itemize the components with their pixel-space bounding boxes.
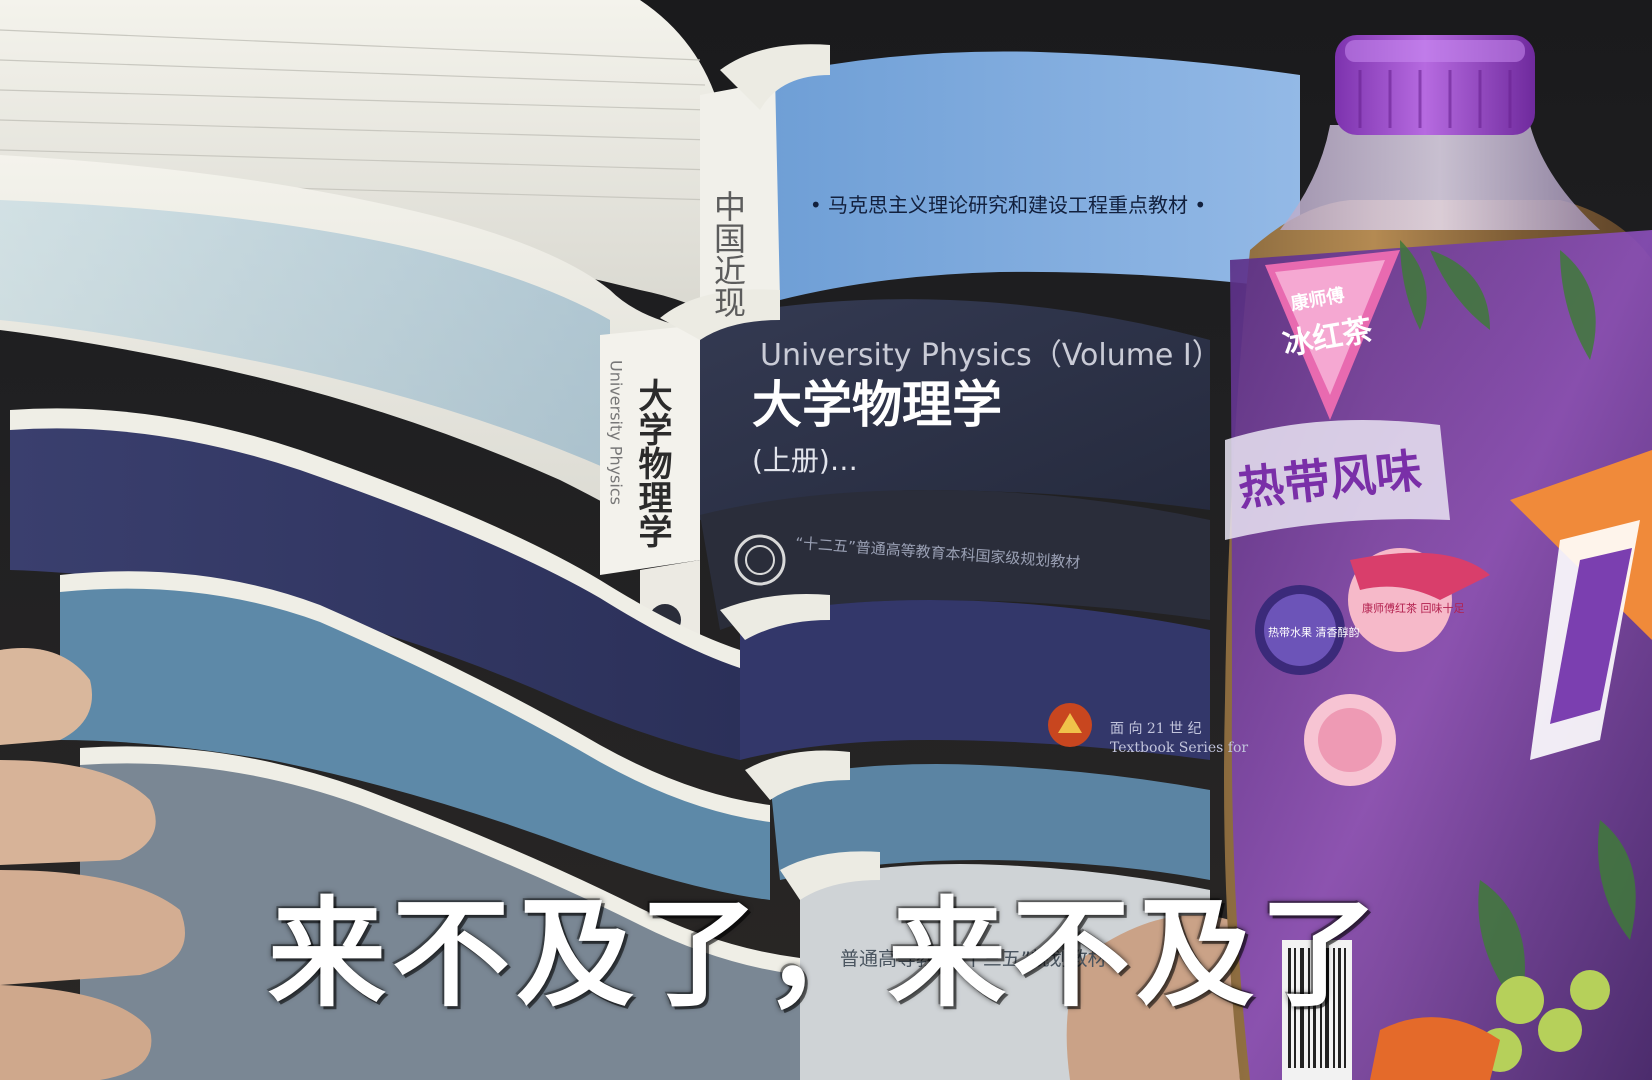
top-book-series-text: • 马克思主义理论研究和建设工程重点教材 • <box>810 193 1206 217</box>
top-book-spine-title: 中国近现 <box>709 190 747 318</box>
iced-tea-bottle <box>1224 35 1652 1080</box>
left-hand <box>0 648 185 1080</box>
book-light-blue <box>60 571 1210 900</box>
meme-caption: 来不及了，来不及了 <box>267 885 1384 1023</box>
barcode <box>1282 940 1352 1080</box>
book-top-china-history <box>0 0 1300 330</box>
book-purple <box>10 408 1210 760</box>
physics-spine-en: University Physics <box>607 360 626 505</box>
physics-spine-title: 大学物理学 <box>632 378 672 548</box>
series-21-en: Textbook Series for <box>1110 740 1248 756</box>
series-21-cn: 面 向 21 世 纪 <box>1110 721 1202 737</box>
bottom-series-text: 普通高等教育“十三五”规划教材 <box>840 948 1107 970</box>
physics-volume: (上册)… <box>752 444 858 477</box>
right-hand <box>1066 915 1240 1080</box>
physics-title-en: University Physics（Volume I） <box>760 338 1222 373</box>
bottle-badge-right: 康师傅红茶 回味十足 <box>1362 601 1465 615</box>
bottle-badge-left: 热带水果 清香醇韵 <box>1268 625 1360 639</box>
book-university-physics <box>0 155 1210 575</box>
physics-title-cn: 大学物理学 <box>752 376 1002 434</box>
